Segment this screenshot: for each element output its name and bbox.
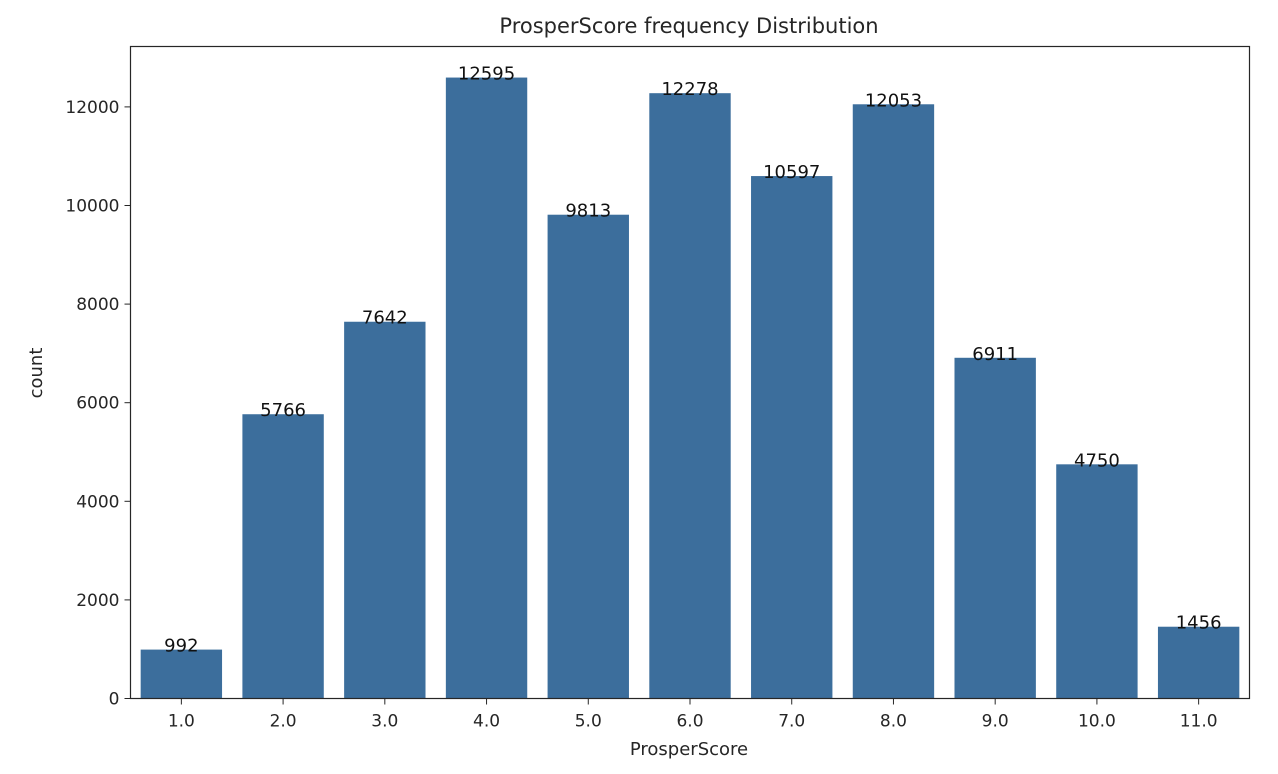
- data-label-4.0: 12595: [458, 64, 515, 85]
- data-label-7.0: 10597: [763, 162, 820, 183]
- y-tick-label: 0: [109, 690, 120, 710]
- data-label-11.0: 1456: [1176, 613, 1222, 634]
- x-tick-label: 4.0: [473, 712, 500, 732]
- y-tick-label: 10000: [65, 196, 119, 216]
- x-tick-label: 11.0: [1180, 712, 1218, 732]
- bar-6.0: [649, 93, 731, 699]
- data-label-9.0: 6911: [972, 344, 1018, 365]
- x-tick-label: 2.0: [270, 712, 297, 732]
- y-tick-label: 12000: [65, 98, 119, 118]
- data-label-3.0: 7642: [362, 308, 408, 329]
- x-axis-title: ProsperScore: [630, 739, 748, 760]
- y-tick-label: 8000: [76, 295, 119, 315]
- bar-11.0: [1157, 626, 1240, 699]
- y-axis: 0 2000 4000 6000 8000 10000 12000: [65, 98, 131, 710]
- y-tick-label: 2000: [76, 591, 119, 611]
- data-label-8.0: 12053: [865, 90, 922, 111]
- bars-group: [140, 77, 1240, 699]
- data-label-1.0: 992: [164, 636, 198, 657]
- data-label-6.0: 12278: [661, 79, 718, 100]
- x-tick-label: 9.0: [982, 712, 1009, 732]
- x-tick-label: 3.0: [371, 712, 398, 732]
- x-tick-label: 5.0: [575, 712, 602, 732]
- x-tick-label: 6.0: [676, 712, 703, 732]
- bar-3.0: [344, 321, 426, 699]
- data-label-2.0: 5766: [260, 400, 306, 421]
- data-label-5.0: 9813: [565, 201, 611, 222]
- x-axis: 1.0 2.0 3.0 4.0 5.0 6.0 7.0 8.0 9.0 10.0 11.0: [168, 698, 1218, 732]
- data-label-10.0: 4750: [1074, 450, 1120, 471]
- bar-10.0: [1056, 464, 1138, 699]
- bar-2.0: [242, 414, 324, 699]
- data-labels-group: 992 5766 7642 12595 9813 12278 10597 12053 6911 4…: [164, 64, 1221, 657]
- x-tick-label: 8.0: [880, 712, 907, 732]
- bar-9.0: [954, 357, 1036, 699]
- bar-7.0: [751, 176, 833, 699]
- bar-4.0: [445, 77, 528, 699]
- bar-8.0: [852, 104, 935, 699]
- x-tick-label: 10.0: [1078, 712, 1116, 732]
- y-tick-label: 6000: [76, 394, 119, 414]
- bar-5.0: [547, 214, 629, 699]
- chart-title: ProsperScore frequency Distribution: [499, 14, 878, 38]
- x-tick-label: 7.0: [778, 712, 805, 732]
- y-tick-label: 4000: [76, 492, 119, 512]
- bar-1.0: [140, 649, 223, 699]
- x-tick-label: 1.0: [168, 712, 195, 732]
- y-axis-title: count: [26, 348, 47, 399]
